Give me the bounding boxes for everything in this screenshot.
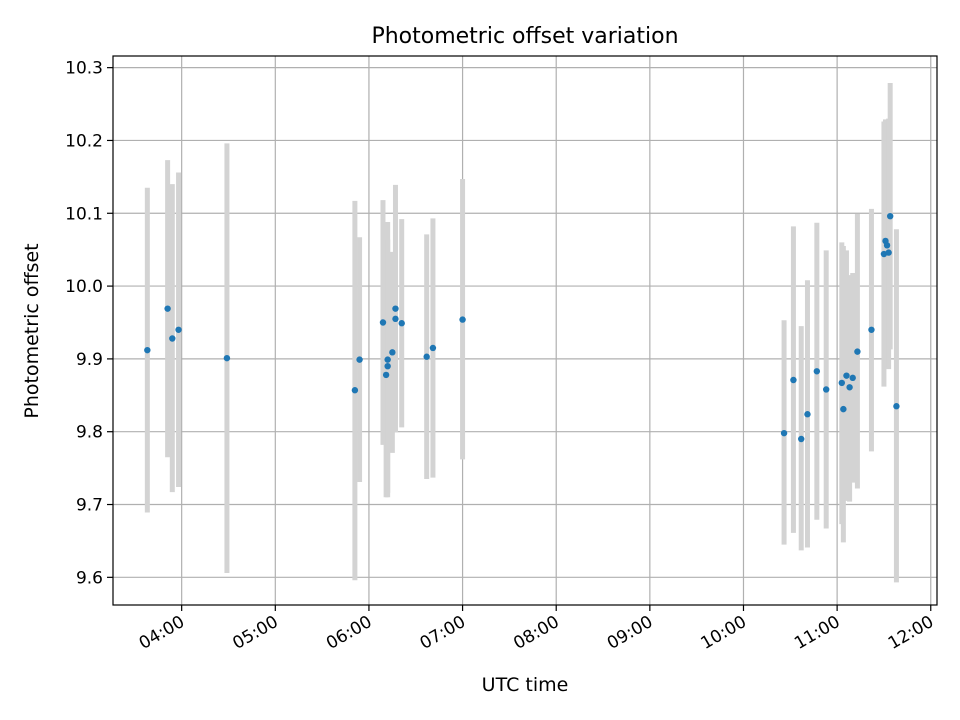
data-point	[351, 387, 359, 394]
data-point	[846, 384, 853, 391]
data-point	[169, 335, 176, 342]
data-point	[854, 348, 861, 355]
y-tick-label: 10.0	[65, 277, 103, 297]
data-point	[822, 386, 830, 393]
data-point	[379, 319, 387, 326]
data-point	[849, 374, 856, 382]
y-tick-label: 9.8	[76, 423, 103, 443]
data-point	[384, 362, 391, 370]
data-point	[804, 411, 811, 418]
x-axis-label: UTC time	[482, 674, 569, 696]
data-point	[798, 435, 805, 443]
data-point	[392, 315, 399, 323]
data-point	[838, 379, 846, 387]
data-point	[356, 356, 363, 363]
data-point	[384, 356, 391, 363]
data-point	[813, 368, 821, 375]
plot-frame	[112, 55, 938, 606]
data-point	[885, 249, 892, 256]
data-point	[382, 371, 390, 379]
y-tick-label: 9.6	[76, 568, 103, 588]
data-point	[459, 316, 466, 323]
y-axis-ticks: 9.6 9.7 9.8 9.9 10.0 10.1 10.2 10.3	[65, 59, 113, 588]
data-point	[883, 242, 891, 249]
y-tick-label: 10.3	[65, 59, 103, 79]
data-point	[398, 320, 405, 327]
data-point	[886, 212, 894, 220]
data-point	[392, 305, 399, 312]
data-point	[164, 305, 171, 312]
data-point	[175, 326, 182, 333]
y-tick-label: 9.9	[76, 350, 103, 370]
data-point	[780, 429, 788, 437]
data-point	[840, 405, 847, 413]
data-point	[429, 344, 437, 352]
data-point	[423, 353, 430, 360]
chart-title: Photometric offset variation	[371, 24, 678, 49]
data-point	[389, 349, 396, 356]
data-points	[144, 212, 900, 443]
y-tick-label: 10.2	[65, 131, 103, 151]
y-tick-label: 9.7	[76, 496, 103, 516]
data-point	[223, 354, 231, 362]
y-axis-label: Photometric offset	[21, 243, 43, 418]
data-point	[790, 376, 797, 384]
data-point	[868, 326, 875, 333]
data-point	[843, 372, 850, 379]
data-point	[144, 346, 151, 354]
y-tick-label: 10.1	[65, 204, 103, 224]
data-point	[893, 403, 900, 410]
